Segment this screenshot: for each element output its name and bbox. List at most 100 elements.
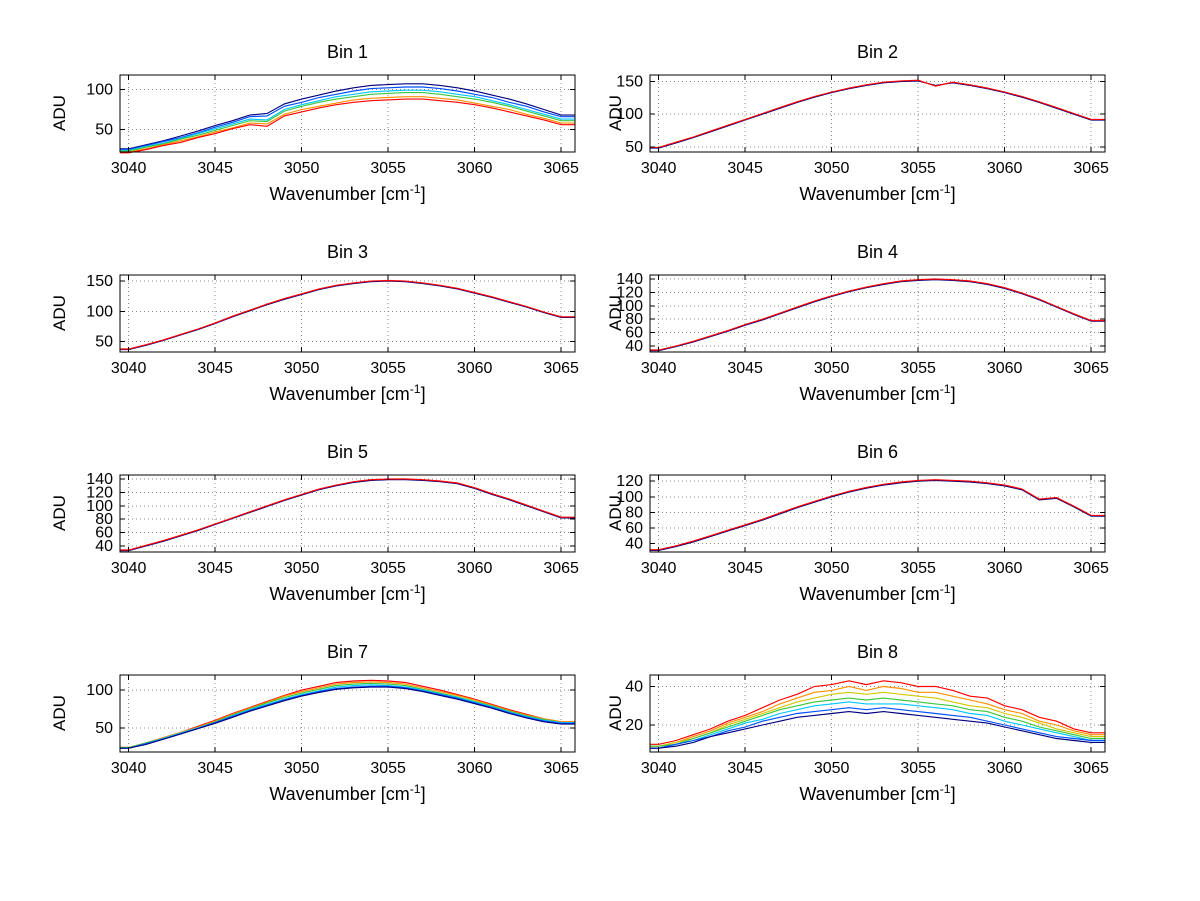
x-tick-label: 3045 (197, 560, 233, 577)
series-red (120, 279, 575, 350)
y-tick-label: 20 (625, 717, 643, 734)
x-tick-label: 3055 (370, 560, 406, 577)
x-axis-label-superscript: -1 (409, 182, 421, 196)
x-axis-label: Wavenumber [cm-1] (120, 782, 575, 805)
x-tick-label: 3040 (111, 160, 147, 177)
x-axis-label: Wavenumber [cm-1] (120, 382, 575, 405)
subplot-bin-5: Bin 5 ADU 3040 3045 3050 3055 3060 3065 40 60 80… (0, 442, 600, 642)
x-tick-label: 3060 (457, 760, 493, 777)
axes-box (119, 474, 576, 553)
axes-box (119, 674, 576, 753)
tick-labels: 3040 3045 3050 3055 3060 3065 20 40 (625, 679, 1109, 777)
x-axis-label-bracket: ] (420, 784, 426, 804)
series-blue (650, 707, 1105, 749)
y-tick-label: 40 (625, 679, 643, 696)
x-axis-label-text: Wavenumber [cm (799, 184, 940, 204)
x-axis-label-bracket: ] (420, 184, 426, 204)
y-tick-label: 150 (616, 74, 643, 91)
x-axis-label-bracket: ] (950, 784, 956, 804)
axes-box (119, 274, 576, 353)
x-axis-label: Wavenumber [cm-1] (650, 582, 1105, 605)
x-tick-label: 3055 (900, 760, 936, 777)
x-axis-label-superscript: -1 (939, 382, 951, 396)
y-tick-label: 50 (95, 720, 113, 737)
x-tick-label: 3055 (370, 160, 406, 177)
series-orange (120, 681, 575, 749)
x-axis-label: Wavenumber [cm-1] (650, 382, 1105, 405)
x-tick-label: 3065 (543, 560, 579, 577)
series-green (120, 92, 575, 152)
y-tick-label: 40 (625, 338, 643, 355)
x-tick-label: 3040 (641, 160, 677, 177)
grid-lines (650, 675, 1105, 752)
subplot-title: Bin 6 (856, 442, 899, 462)
series-navy (120, 83, 575, 150)
grid-lines (650, 275, 1105, 352)
series-navy (650, 80, 1105, 149)
subplot-canvas-bin-1: 3040 3045 3050 3055 3060 3065 50 100 (86, 74, 579, 177)
subplot-title: Bin 7 (326, 642, 369, 662)
x-tick-label: 3045 (727, 560, 763, 577)
grid-lines (120, 475, 575, 552)
subplot-title: Bin 8 (856, 642, 899, 662)
subplot-title: Bin 3 (326, 242, 369, 262)
x-axis-label-bracket: ] (420, 384, 426, 404)
x-tick-label: 3040 (111, 560, 147, 577)
x-axis-label-bracket: ] (950, 384, 956, 404)
series-green (120, 682, 575, 749)
grid-lines (120, 675, 575, 752)
subplot-title: Bin 5 (326, 442, 369, 462)
subplot-bin-4: Bin 4 ADU 3040 3045 3050 3055 3060 3065 40 60 80… (600, 242, 1200, 442)
x-tick-label: 3045 (197, 760, 233, 777)
series-green (650, 697, 1105, 747)
x-axis-label: Wavenumber [cm-1] (650, 182, 1105, 205)
y-tick-label: 80 (625, 311, 643, 328)
subplot-canvas-bin-3: 3040 3045 3050 3055 3060 3065 50 100 150 (86, 273, 579, 377)
series-cyan (120, 684, 575, 749)
y-tick-label: 100 (86, 303, 113, 320)
y-tick-label: 100 (86, 682, 113, 699)
subplot-title: Bin 2 (856, 42, 899, 62)
series-cyan (650, 701, 1105, 749)
axes-box (649, 274, 1106, 353)
x-tick-label: 3065 (1073, 560, 1109, 577)
x-axis-label-bracket: ] (950, 584, 956, 604)
x-tick-label: 3065 (543, 760, 579, 777)
series-red (120, 478, 575, 551)
series-navy (120, 479, 575, 552)
axes-box (649, 74, 1106, 153)
subplot-canvas-bin-2: 3040 3045 3050 3055 3060 3065 50 100 150 (616, 74, 1109, 177)
x-tick-label: 3050 (814, 560, 850, 577)
subplot-title: Bin 1 (326, 42, 369, 62)
x-axis-label-text: Wavenumber [cm (799, 384, 940, 404)
series-yellow (650, 691, 1105, 747)
x-tick-label: 3050 (284, 360, 320, 377)
x-axis-label-superscript: -1 (409, 382, 421, 396)
axes-box (649, 674, 1106, 753)
x-axis-label-superscript: -1 (939, 182, 951, 196)
y-tick-label: 40 (625, 535, 643, 552)
series-navy (120, 280, 575, 351)
subplot-title: Bin 4 (856, 242, 899, 262)
y-tick-label: 120 (616, 473, 643, 490)
x-tick-label: 3055 (900, 160, 936, 177)
x-tick-label: 3060 (457, 160, 493, 177)
x-tick-label: 3045 (727, 160, 763, 177)
y-tick-label: 40 (95, 538, 113, 555)
subplot-bin-7: Bin 7 ADU 3040 3045 3050 3055 3060 3065 50 100 … (0, 642, 600, 842)
x-axis-label-bracket: ] (950, 184, 956, 204)
x-tick-label: 3060 (457, 560, 493, 577)
x-tick-label: 3060 (457, 360, 493, 377)
axes-box (649, 474, 1106, 553)
y-tick-label: 60 (625, 520, 643, 537)
x-axis-label-text: Wavenumber [cm (269, 384, 410, 404)
x-tick-label: 3065 (1073, 160, 1109, 177)
grid-lines (650, 75, 1105, 152)
x-axis-label-text: Wavenumber [cm (269, 184, 410, 204)
y-tick-label: 50 (95, 122, 113, 139)
x-axis-label-bracket: ] (420, 584, 426, 604)
